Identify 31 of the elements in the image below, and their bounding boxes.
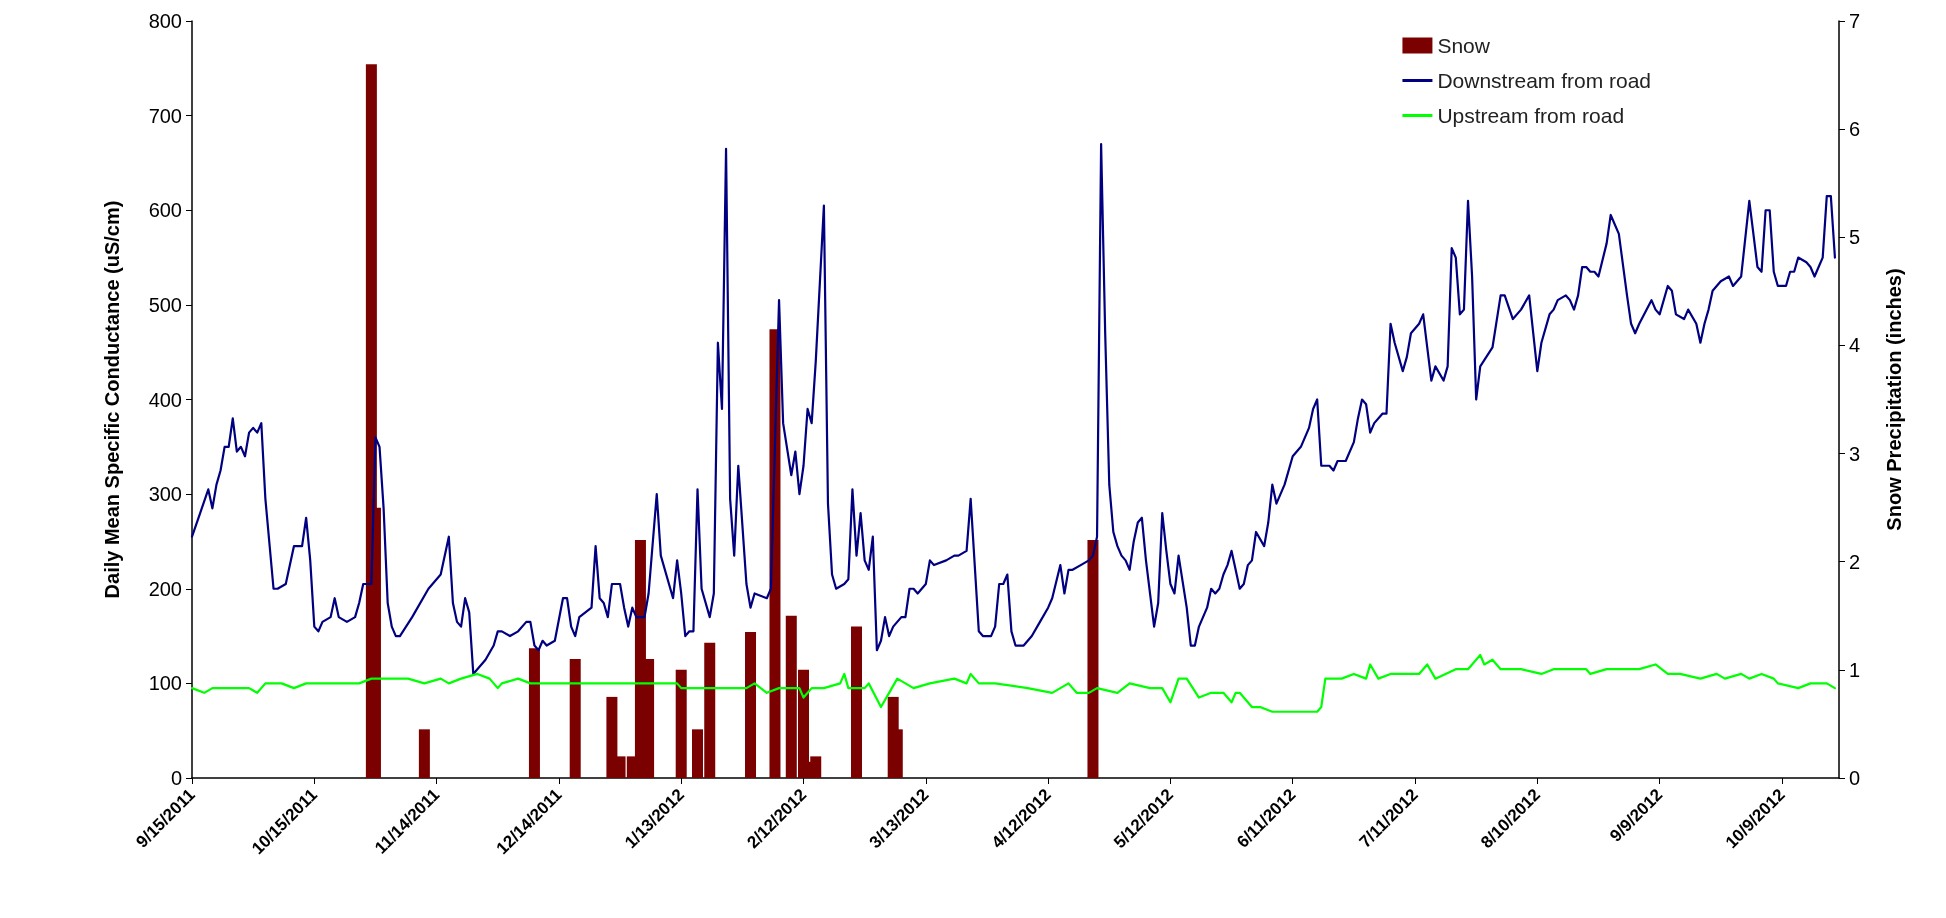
y2-tick-label: 7 <box>1849 10 1861 32</box>
bar <box>569 659 581 778</box>
y-tick-label: 100 <box>148 672 182 695</box>
legend-label: Upstream from road <box>1437 104 1625 127</box>
bar <box>745 632 757 778</box>
y-tick-label: 700 <box>148 104 182 127</box>
y2-tick-label: 5 <box>1849 226 1861 249</box>
y-tick-label: 500 <box>148 293 182 316</box>
y2-tick-label: 0 <box>1849 767 1861 789</box>
bar <box>528 648 540 778</box>
line-series <box>190 653 1837 713</box>
y-axis-title: Daily Mean Specific Conductance (uS/cm) <box>101 200 123 599</box>
y2-axis-title: Snow Precipitation (inches) <box>1883 268 1905 531</box>
bar <box>851 626 863 778</box>
y2-tick-label: 3 <box>1849 442 1861 465</box>
line-series <box>190 142 1837 676</box>
bar <box>675 669 687 778</box>
legend-label: Downstream from road <box>1437 69 1652 92</box>
bar <box>418 729 430 778</box>
y-tick-label: 300 <box>148 483 182 506</box>
y2-tick-label: 1 <box>1849 658 1861 681</box>
y2-tick-label: 4 <box>1849 334 1861 357</box>
y-tick-label: 800 <box>148 10 182 32</box>
bar <box>1087 540 1099 778</box>
y-tick-label: 0 <box>170 767 182 789</box>
y-tick-label: 400 <box>148 388 182 411</box>
y2-tick-label: 2 <box>1849 550 1861 573</box>
y2-tick-label: 6 <box>1849 118 1861 141</box>
y-tick-label: 600 <box>148 199 182 222</box>
y-tick-label: 200 <box>148 577 182 600</box>
legend-label: Snow <box>1437 34 1491 57</box>
